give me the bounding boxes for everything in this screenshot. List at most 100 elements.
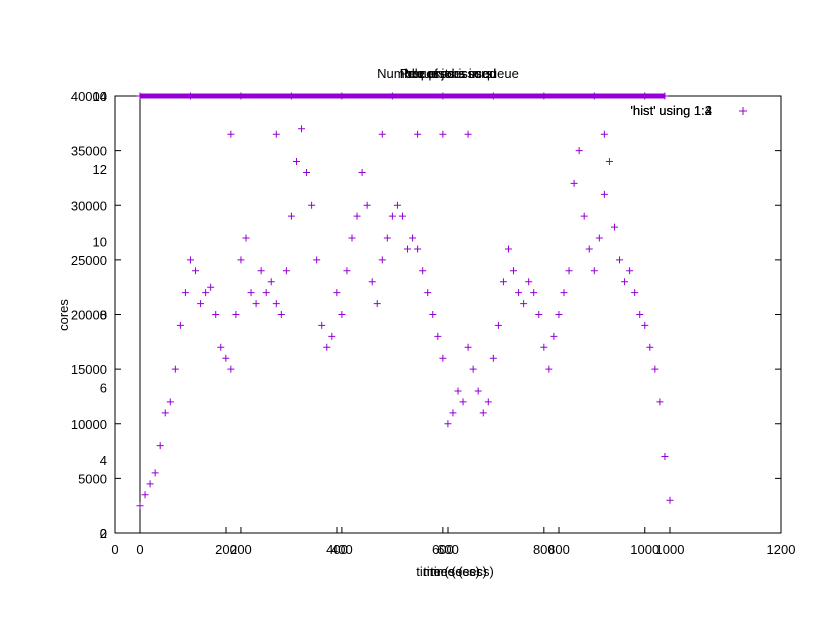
series-1-point xyxy=(409,234,417,242)
x-tick-label-b: 400 xyxy=(331,542,353,557)
series-1-point xyxy=(560,289,568,297)
series-1-point xyxy=(181,289,189,297)
series-1-point xyxy=(303,168,311,176)
series-1-point xyxy=(186,256,194,264)
series-1-point xyxy=(242,234,250,242)
series-1-point xyxy=(217,343,225,351)
series-1-point xyxy=(651,365,659,373)
series-3-point xyxy=(661,92,669,100)
series-1-point xyxy=(504,245,512,253)
series-1-point xyxy=(590,267,598,275)
y-tick-label-a: 15000 xyxy=(71,362,107,377)
y-tick-label-a: 25000 xyxy=(71,253,107,268)
series-1-point xyxy=(520,300,528,308)
series-1-point xyxy=(600,190,608,198)
series-1-point xyxy=(530,289,538,297)
data-series xyxy=(136,92,674,510)
y-tick-label-a: 20000 xyxy=(71,308,107,323)
series-1-point xyxy=(545,365,553,373)
series-1-point xyxy=(363,201,371,209)
series-2-point xyxy=(439,130,447,138)
series-3-point xyxy=(590,92,598,100)
series-1-point xyxy=(535,311,543,318)
series-1-point xyxy=(252,300,260,308)
y-tick-label-a: 0 xyxy=(100,526,107,541)
legend-marker xyxy=(739,107,747,115)
series-2-point xyxy=(378,130,386,138)
series-3-point xyxy=(136,92,144,100)
series-3-point xyxy=(287,92,295,100)
x-tick-label-b: 800 xyxy=(533,542,555,557)
series-3-point xyxy=(338,92,346,100)
series-1-point xyxy=(555,311,563,318)
y-tick-label-b: 8 xyxy=(100,308,107,323)
series-1-point xyxy=(459,398,467,406)
series-1-point xyxy=(631,289,639,297)
series-2-point xyxy=(272,130,280,138)
series-1-point xyxy=(267,278,275,286)
series-1-point xyxy=(368,278,376,286)
series-1-point xyxy=(621,278,629,286)
y-tick-label-b: 14 xyxy=(93,89,107,104)
series-1-point xyxy=(616,256,624,264)
series-1-point xyxy=(550,332,558,340)
series-1-point xyxy=(444,420,452,428)
series-1-point xyxy=(424,289,432,297)
series-1-point xyxy=(464,343,472,351)
chart-title-4: Idle processors xyxy=(404,66,493,81)
x-tick-label-a: 0 xyxy=(111,542,118,557)
y-tick-label-a: 5000 xyxy=(78,471,107,486)
series-1-point xyxy=(171,365,179,373)
series-1-point xyxy=(298,125,306,133)
series-1-point xyxy=(540,343,548,351)
y-tick-label-a: 40000 xyxy=(71,89,107,104)
series-1-point xyxy=(429,311,437,318)
series-1-point xyxy=(484,398,492,406)
series-2-point xyxy=(227,130,235,138)
y-axis-label: cores xyxy=(56,299,71,331)
series-1-point xyxy=(358,168,366,176)
chart-titles: Number of jobs in queue Requests issued … xyxy=(377,66,519,81)
series-1-point xyxy=(439,354,447,362)
series-1-point xyxy=(499,278,507,286)
series-1-point xyxy=(489,354,497,362)
x-tick-label-b: 200 xyxy=(230,542,252,557)
series-1-point xyxy=(156,442,164,450)
series-1-point xyxy=(580,212,588,220)
series-1-point xyxy=(479,409,487,417)
series-1-point xyxy=(333,289,341,297)
y-tick-label-a: 35000 xyxy=(71,144,107,159)
series-1-point xyxy=(338,311,346,318)
series-1-point xyxy=(565,267,573,275)
chart-title-2: Requests issued xyxy=(400,66,496,81)
x-tick-label-a: 400 xyxy=(326,542,348,557)
x-axis-label-1: time (secs) xyxy=(416,564,480,579)
series-1-point xyxy=(313,256,321,264)
series-1-point xyxy=(166,398,174,406)
series-1-point xyxy=(318,321,326,329)
series-1-point xyxy=(605,158,613,166)
series-1-point xyxy=(378,256,386,264)
legend: 'hist' using 1:2 'hist' using 1:3 'hist'… xyxy=(630,103,747,118)
series-1-point xyxy=(494,321,502,329)
legend-label-2: 'hist' using 1:3 xyxy=(630,103,712,118)
series-1-point xyxy=(323,343,331,351)
series-1-point xyxy=(247,289,255,297)
series-1-point xyxy=(636,311,644,318)
series-1-point xyxy=(222,354,230,362)
series-1-point xyxy=(202,289,210,297)
series-1-point xyxy=(398,212,406,220)
y-tick-label-b: 6 xyxy=(100,380,107,395)
x-axis-label-3: time (secs) xyxy=(430,564,494,579)
x-tick-label-b: 0 xyxy=(136,542,143,557)
series-1-point xyxy=(146,480,154,488)
series-1-point xyxy=(232,311,240,318)
series-1-point xyxy=(136,502,144,510)
series-1-point xyxy=(646,343,654,351)
series-1-point xyxy=(343,267,351,275)
series-1-point xyxy=(575,147,583,155)
series-1-point xyxy=(595,234,603,242)
y-tick-label-b: 12 xyxy=(93,162,107,177)
